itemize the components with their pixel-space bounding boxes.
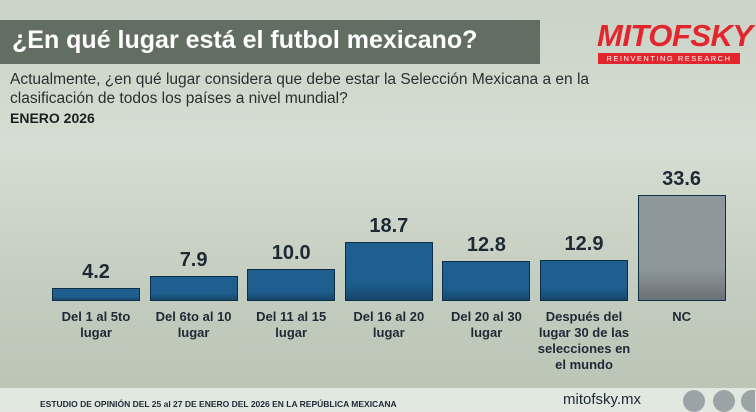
value-label: 7.9 (179, 249, 208, 272)
x-icon[interactable] (683, 390, 705, 412)
x-tick-label: Después del lugar 30 de las selecciones … (537, 309, 631, 372)
value-label: 33.6 (662, 167, 702, 190)
footer-band (0, 388, 756, 412)
value-label: 4.2 (82, 260, 110, 283)
value-label: 12.9 (564, 233, 604, 256)
bar (637, 194, 726, 301)
x-tick-label: Del 16 al 20 lugar (353, 309, 425, 340)
x-tick-label: Del 1 al 5to lugar (61, 309, 131, 340)
x-tick-label: Del 11 al 15 lugar (256, 309, 327, 340)
x-tick-label: NC (672, 309, 691, 324)
facebook-icon[interactable] (713, 390, 735, 412)
x-tick-label: Del 6to al 10 lugar (155, 309, 232, 340)
bar (442, 260, 531, 301)
x-tick-label: Del 20 al 30 lugar (450, 309, 522, 340)
value-label: 18.7 (369, 214, 409, 237)
chart-title: ¿En qué lugar está el futbol mexicano? (12, 26, 478, 54)
brand-tagline: REINVENTING RESEARCH (598, 53, 740, 64)
bar (52, 287, 140, 301)
brand-logo: MITOFSKY (597, 18, 753, 53)
subtitle: Actualmente, ¿en qué lugar considera que… (10, 71, 590, 107)
bar (149, 276, 238, 301)
title-band (0, 20, 540, 64)
bar (247, 269, 336, 301)
bar (540, 260, 628, 301)
website[interactable]: mitofsky.mx (563, 391, 642, 408)
bar (344, 241, 433, 301)
footer-note: ESTUDIO DE OPINIÓN DEL 25 al 27 DE ENERO… (40, 399, 397, 409)
value-label: 12.8 (466, 233, 506, 256)
date-label: ENERO 2026 (10, 110, 95, 126)
youtube-icon[interactable] (741, 390, 755, 412)
value-label: 10.0 (271, 242, 311, 265)
